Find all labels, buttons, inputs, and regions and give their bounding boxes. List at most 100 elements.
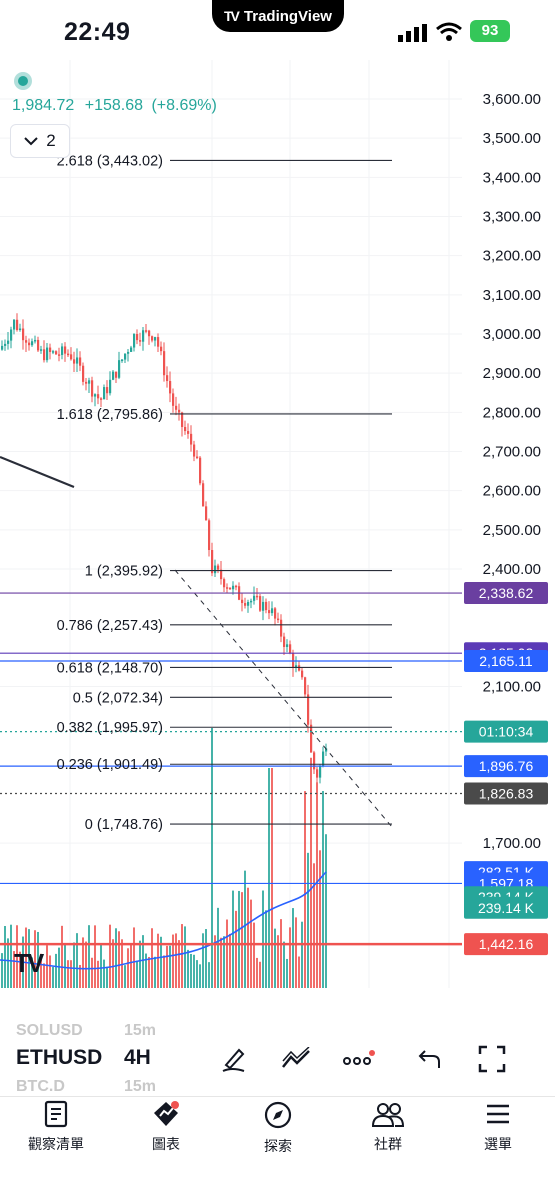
volume-bar [100,943,102,988]
price-tag-label: 1,896.76 [479,758,534,774]
tab-label-menu: 選單 [484,1136,512,1152]
y-tick-label: 2,600.00 [483,483,541,500]
volume-bar [85,941,87,988]
candle-body [172,393,175,406]
volume-bar [223,936,225,988]
candle-body [280,619,283,637]
volume-bar [292,908,294,988]
undo-button[interactable] [410,1040,450,1078]
more-tools-button[interactable] [338,1040,378,1078]
candle-body [196,456,199,459]
volume-bar [37,931,39,988]
volume-bar [178,940,180,988]
candle-body [259,596,262,611]
volume-bar [157,933,159,988]
price-tag [464,896,548,919]
volume-bar [319,850,321,988]
volume-bar [127,948,129,988]
volume-bar [13,951,15,988]
volume-bar [76,933,78,988]
volume-bar [193,954,195,988]
tab-community[interactable]: 社群 [338,1100,438,1160]
candle-body [277,618,280,621]
price-chart[interactable]: 2.618 (3,443.02) 1.618 (2,795.86) 1 (2,395… [0,60,555,990]
volume-bar [106,966,108,988]
volume-bar [298,956,300,988]
price-tag-label: 1,442.16 [479,936,534,952]
volume-ma-line [0,871,327,970]
volume-bar [64,942,66,988]
y-tick-label: 3,600.00 [483,91,541,108]
fib-level-label: 0 (1,748.76) [85,817,163,833]
candle-body [151,336,154,341]
fib-diagonal-line [174,569,393,828]
candle-body [214,565,217,574]
hamburger-icon [487,1104,509,1124]
indicator-collapse-button[interactable]: 2 [10,124,70,158]
candle-body [169,381,172,394]
candle-body [289,644,292,654]
tab-label-watchlist: 觀察清單 [28,1136,84,1152]
last-price: 1,984.72 [12,97,75,114]
volume-bar [70,960,72,988]
price-tag [464,649,548,672]
fib-level-label: 1 (2,395.92) [85,564,163,580]
ghost-symbol-top[interactable]: SOLUSD [16,1022,83,1039]
volume-bar [82,937,84,988]
volume-bar [190,953,192,988]
volume-bar [115,928,117,988]
candle-body [145,330,148,332]
candle-body [271,608,274,614]
candle-body [7,340,10,344]
ghost-timeframe-top[interactable]: 15m [124,1022,157,1039]
volume-bar [277,935,279,988]
fib-level-label: 0.786 (2,257.43) [57,618,163,634]
tab-label-explore: 探索 [264,1138,292,1154]
volume-bar [283,941,285,988]
tab-watchlist[interactable]: 觀察清單 [6,1100,106,1160]
candle-body [100,398,103,400]
volume-bar [286,958,288,988]
volume-bar [172,934,174,988]
ghost-timeframe-bottom[interactable]: 15m [124,1078,157,1095]
signal-icon [398,24,427,42]
candle-body [19,328,22,331]
indicator-count: 2 [46,131,56,150]
price-tag [464,782,548,805]
candle-body [244,603,247,606]
volume-bar [136,960,138,988]
volume-bar [160,936,162,988]
candle-body [121,359,124,362]
candle-body [184,426,187,432]
trend-tool-button[interactable] [276,1040,316,1078]
candle-body [256,595,259,598]
candle-body [163,351,166,376]
tab-chart[interactable]: 圖表 [116,1100,216,1160]
candle-body [139,340,142,342]
volume-bar [217,907,219,988]
price-tag-label: 1,826.83 [479,785,534,801]
volume-bar [229,933,231,988]
tab-explore[interactable]: 探索 [228,1100,328,1160]
tab-menu[interactable]: 選單 [448,1100,548,1160]
candle-body [31,341,34,346]
volume-bar [97,960,99,988]
volume-bar [316,782,318,988]
chevron-down-icon [24,137,38,146]
timeframe-selector[interactable]: 4H [124,1046,151,1069]
candle-body [220,569,223,580]
volume-bar [130,944,132,988]
volume-bar [103,959,105,988]
candle-body [25,340,28,343]
draw-tool-button[interactable] [214,1040,254,1078]
fullscreen-button[interactable] [472,1040,512,1078]
fib-level-label: 2.618 (3,443.02) [57,153,163,169]
ghost-symbol-bottom[interactable]: BTC.D [16,1078,65,1095]
candle-body [82,365,85,382]
chart-tab-icon [154,1101,179,1126]
volume-bar [226,919,228,988]
y-tick-label: 2,500.00 [483,522,541,539]
volume-bar [313,863,315,988]
candle-body [16,319,19,331]
symbol-selector[interactable]: ETHUSD [16,1046,103,1069]
